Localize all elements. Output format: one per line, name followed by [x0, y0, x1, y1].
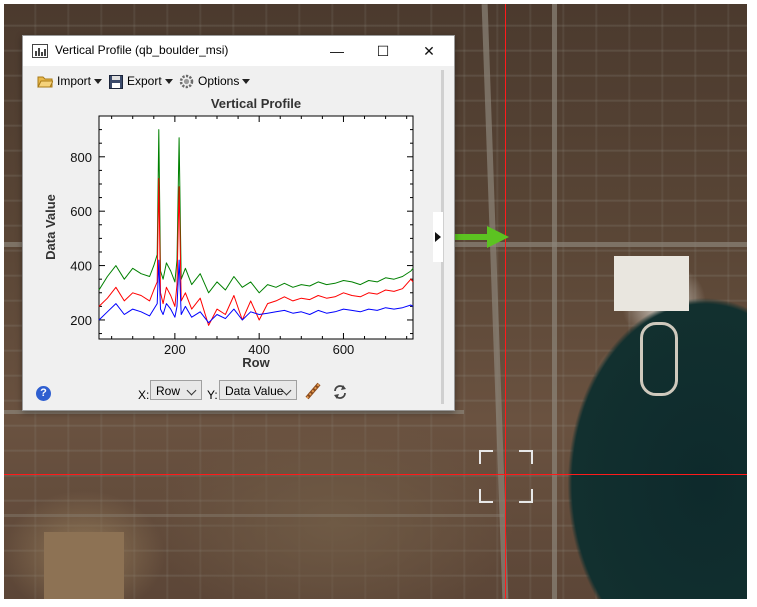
plot-series — [98, 129, 414, 326]
y-axis-label: Data Value — [43, 194, 58, 260]
maximize-button[interactable]: ☐ — [376, 43, 390, 59]
zoom-box-corner — [479, 489, 493, 503]
building — [614, 256, 689, 311]
toolbar: Import Export Options — [23, 68, 443, 92]
y-axis-select-value: Data Value — [225, 384, 284, 398]
help-icon[interactable]: ? — [36, 386, 51, 401]
x-axis-select[interactable]: Row — [150, 380, 202, 400]
chevron-down-icon — [242, 79, 251, 85]
x-axis-select-value: Row — [156, 384, 181, 398]
expand-panel-button[interactable] — [433, 212, 443, 262]
floppy-disk-icon — [109, 74, 123, 89]
minimize-button[interactable]: — — [330, 43, 344, 59]
x-axis-label: Row — [242, 355, 270, 370]
profile-line-icon[interactable] — [305, 382, 321, 400]
field — [44, 532, 124, 599]
y-tick-label: 600 — [70, 204, 92, 219]
import-menu-button[interactable]: Import — [37, 72, 103, 90]
options-label: Options — [198, 74, 240, 88]
import-label: Import — [57, 74, 92, 88]
export-label: Export — [127, 74, 162, 88]
road — [4, 514, 504, 517]
folder-open-icon — [37, 76, 53, 88]
pointer-arrow-icon — [455, 226, 509, 248]
axis-selector-bar: ? X: Row Y: Data Value — [23, 374, 438, 408]
caret-right-icon — [435, 232, 441, 242]
chevron-down-icon — [164, 79, 173, 85]
y-tick-label: 800 — [70, 150, 92, 165]
series-line-1 — [98, 178, 414, 326]
window-title: Vertical Profile (qb_boulder_msi) — [55, 43, 229, 57]
crosshair-horizontal-line — [4, 474, 747, 475]
options-menu-button[interactable]: Options — [179, 72, 251, 90]
zoom-box-corner — [519, 489, 533, 503]
zoom-box-corner — [479, 450, 493, 464]
x-tick-label: 200 — [164, 342, 186, 357]
vertical-profile-window[interactable]: Vertical Profile (qb_boulder_msi) — ☐ ✕ … — [22, 35, 455, 411]
export-menu-button[interactable]: Export — [109, 72, 173, 90]
chart-title: Vertical Profile — [211, 96, 301, 111]
tick-labels: 200 400 600 200 400 600 800 — [70, 150, 354, 357]
plot-area[interactable]: Vertical Profile 200 400 600 200 400 600 800 R… — [23, 92, 438, 374]
plot-frame — [98, 115, 414, 340]
running-track — [640, 322, 678, 396]
gear-icon — [179, 75, 194, 89]
refresh-icon[interactable] — [332, 384, 348, 400]
title-bar[interactable]: Vertical Profile (qb_boulder_msi) — ☐ ✕ — [23, 36, 454, 66]
vertical-profile-chart[interactable]: Vertical Profile 200 400 600 200 400 600 800 R… — [23, 92, 438, 374]
road — [552, 4, 557, 599]
x-tick-label: 400 — [248, 342, 270, 357]
close-button[interactable]: ✕ — [423, 43, 435, 59]
y-axis-select[interactable]: Data Value — [219, 380, 297, 400]
crosshair-vertical-line — [505, 4, 506, 599]
chevron-down-icon — [186, 385, 197, 396]
road — [4, 410, 464, 414]
y-axis-selector-label: Y: — [207, 388, 218, 402]
zoom-box-corner — [519, 450, 533, 464]
x-tick-label: 600 — [333, 342, 355, 357]
series-line-2 — [98, 259, 414, 324]
chevron-down-icon — [94, 79, 103, 85]
profile-chart-icon — [32, 44, 48, 58]
x-axis-selector-label: X: — [138, 388, 150, 402]
series-line-0 — [98, 129, 414, 294]
y-tick-label: 400 — [70, 259, 92, 274]
y-tick-label: 200 — [70, 313, 92, 328]
axis-ticks — [99, 116, 413, 339]
